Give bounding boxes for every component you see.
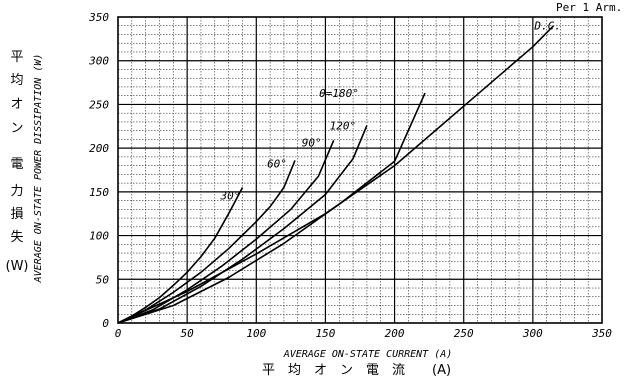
y-tick-label: 200 — [89, 142, 109, 155]
y-axis-title: AVERAGE ON-STATE POWER DISSIPATION (W) — [33, 54, 44, 284]
y-tick-label: 50 — [96, 273, 110, 286]
series-line — [117, 25, 555, 324]
y-tick-label: 250 — [89, 98, 109, 111]
plot-frame — [117, 16, 603, 324]
per-arm-annotation: Per 1 Arm. — [556, 1, 622, 14]
y-axis-title-jp-char: 失 — [10, 230, 23, 245]
x-tick-label: 0 — [115, 327, 122, 340]
x-axis-title-jp-char: オ — [314, 363, 327, 378]
y-axis-title-jp-char: 力 — [10, 184, 23, 199]
y-axis-title-jp-char: (W) — [6, 259, 29, 274]
y-axis-title-jp-char: 均 — [10, 73, 23, 88]
series-lines — [117, 25, 555, 324]
x-axis-title-jp-char: ン — [340, 363, 353, 378]
y-tick-label: 150 — [89, 186, 109, 199]
x-tick-label: 200 — [385, 327, 405, 340]
x-axis-title-jp-char: 流 — [392, 363, 405, 378]
y-tick-label: 100 — [89, 230, 109, 243]
x-tick-label: 300 — [522, 327, 543, 340]
series-line — [117, 187, 244, 324]
y-tick-label: 350 — [88, 11, 109, 24]
series-label: 120° — [330, 119, 357, 132]
y-axis-title-jp-char: オ — [10, 97, 23, 112]
y-axis-title-jp-char: 平 — [10, 50, 23, 65]
y-axis-title-jp-char: ン — [10, 121, 23, 136]
y-axis-title-jp-char: 損 — [10, 207, 23, 222]
x-tick-label: 350 — [591, 327, 612, 340]
series-labels: 30° 60° 90° 120° θ=180° D.C. — [220, 20, 561, 203]
y-tick-labels: 0 50 100 150 200 250 300 350 — [88, 11, 109, 330]
series-label: θ=180° — [319, 87, 359, 100]
x-axis-title-jp-char: (A) — [432, 363, 451, 378]
x-axis-title-jp: 平均オン電流 (A) — [262, 363, 451, 378]
x-tick-label: 250 — [454, 327, 474, 340]
series-label: D.C. — [533, 20, 561, 33]
series-line — [117, 125, 368, 324]
x-axis-title: AVERAGE ON-STATE CURRENT (A) — [283, 349, 453, 360]
y-tick-label: 300 — [88, 55, 109, 68]
x-tick-label: 100 — [246, 327, 266, 340]
series-line — [117, 92, 426, 324]
x-axis-title-jp-char: 電 — [366, 363, 379, 378]
x-tick-label: 150 — [315, 327, 335, 340]
minor-grid — [118, 17, 602, 323]
x-axis-title-jp-char: 均 — [288, 363, 301, 378]
series-label: 30° — [220, 189, 241, 202]
series-label: 60° — [267, 157, 287, 170]
series-line — [117, 139, 335, 324]
major-grid — [118, 17, 602, 323]
x-tick-label: 50 — [181, 327, 195, 340]
x-tick-labels: 0 50 100 150 200 250 300 350 — [115, 327, 613, 340]
y-tick-label: 0 — [102, 317, 109, 330]
x-axis-title-jp-char: 平 — [262, 363, 275, 378]
series-label: 90° — [302, 136, 322, 149]
series-line — [117, 160, 296, 324]
y-axis-title-jp-char: 電 — [10, 157, 23, 172]
